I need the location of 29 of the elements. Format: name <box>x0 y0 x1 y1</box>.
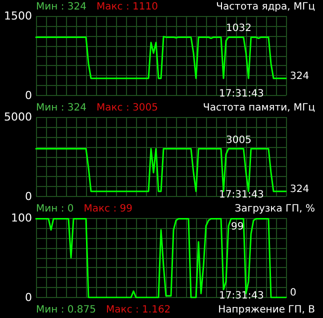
annotation: 17:31:43 <box>219 88 264 100</box>
chart-title: Загрузка ГП, % <box>234 204 316 214</box>
chart-title: Частота памяти, МГц <box>203 102 316 114</box>
y-tick-label: 1500 <box>4 10 32 22</box>
annotation: 17:31:43 <box>219 290 264 302</box>
text: 0 <box>290 288 296 298</box>
y-tick-label: 0 <box>25 89 32 102</box>
text: Мин : 0.875 <box>36 304 96 316</box>
text: Мин : 0 <box>36 204 74 214</box>
annotation: 1032 <box>226 23 252 34</box>
text: Макс : 3005 <box>96 102 158 114</box>
chart-title: Частота ядра, МГц <box>216 2 316 12</box>
text: Напряжение ГП, В <box>218 304 316 316</box>
y-tick-label: 0 <box>25 291 32 304</box>
text: 324 <box>290 70 310 82</box>
text: Макс : 1.162 <box>106 304 171 316</box>
text: 324 <box>290 184 310 195</box>
y-tick-label: 100 <box>11 212 32 224</box>
text: Мин : 324 <box>36 102 86 114</box>
annotation: 99 <box>231 221 244 232</box>
y-tick-label: 0 <box>25 190 32 203</box>
annotation: 3005 <box>226 135 252 146</box>
text: Мин : 324 <box>36 2 86 12</box>
annotation: 17:31:43 <box>219 190 264 200</box>
line-series <box>35 218 287 298</box>
line-series <box>35 36 287 80</box>
text: Макс : 1110 <box>96 2 158 12</box>
text: Макс : 99 <box>84 204 133 214</box>
y-tick-label: 5000 <box>4 110 32 124</box>
